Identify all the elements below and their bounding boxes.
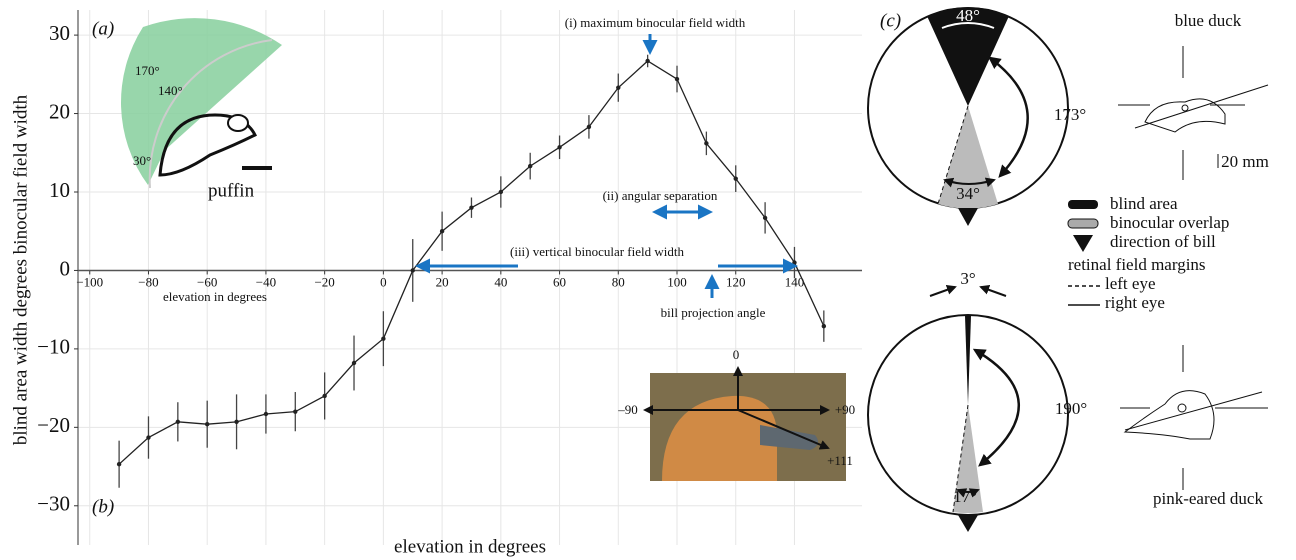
annotation: (iii) vertical binocular field width [510,244,684,259]
data-point [704,141,708,145]
figure: −30−20−100102030−100−80−60−40−2002040608… [0,0,1296,560]
panel-label: (c) [880,10,901,31]
species-label: pink-eared duck [1153,489,1263,508]
x-tick-label: 20 [436,274,449,289]
x-tick-label: −20 [314,274,334,289]
angle-arrow [981,287,1006,296]
y-tick-label: 20 [49,99,70,123]
angle-label: 48° [956,6,980,25]
data-point [792,260,796,264]
legend-label: binocular overlap [1110,213,1229,232]
data-point [763,216,767,220]
photo-label: +111 [827,453,853,468]
angle-label: 17° [953,487,977,506]
y-tick-label: −30 [37,492,70,516]
legend-label: retinal field margins [1068,255,1206,274]
x-axis-label: elevation in degrees [394,536,546,557]
x-tick-label: 0 [380,274,387,289]
legend-label: blind area [1110,194,1178,213]
x-tick-label: 60 [553,274,566,289]
legend-label: left eye [1105,274,1156,293]
x-tick-label: −80 [138,274,158,289]
photo-label: –90 [617,402,638,417]
annotation: (ii) angular separation [603,188,718,203]
x-axis-inner-label: elevation in degrees [163,289,267,304]
y-tick-label: 0 [60,256,71,280]
data-point [557,145,561,149]
angle-label: 3° [960,269,975,288]
legend-swatch [1068,219,1098,228]
x-tick-label: −100 [76,274,103,289]
panel-label: (b) [92,496,114,517]
data-point [293,409,297,413]
angle-label: 173° [1054,105,1086,124]
data-point [587,125,591,129]
data-point [176,420,180,424]
data-point [499,190,503,194]
y-tick-label: −20 [37,413,70,437]
data-point [205,422,209,426]
data-point [616,85,620,89]
pink-duck-sketch [1120,345,1268,490]
data-point [146,435,150,439]
y-tick-label: −10 [37,335,70,359]
annotation: (i) maximum binocular field width [565,15,746,30]
puffin-label: puffin [208,180,255,201]
legend-label: right eye [1105,293,1165,312]
annotation: bill projection angle [661,305,766,320]
data-point [322,394,326,398]
y-tick-label: 10 [49,178,70,202]
photo-label: 0 [733,347,740,362]
scale-label: 20 mm [1221,152,1269,171]
legend-swatch [1068,200,1098,209]
data-point [411,268,415,272]
data-point [440,229,444,233]
angle-label: 190° [1055,399,1087,418]
legend-label: direction of bill [1110,232,1216,251]
y-tick-label: 30 [49,21,70,45]
y-axis-label: blind area width degrees binocular field… [10,94,31,445]
data-point [675,77,679,81]
data-point [234,420,238,424]
data-point [734,176,738,180]
data-point [822,324,826,328]
data-point [381,336,385,340]
panel-label: (a) [92,18,114,39]
x-tick-label: 120 [726,274,746,289]
angle-arrow [930,287,955,296]
x-tick-label: 100 [667,274,687,289]
x-tick-label: −60 [197,274,217,289]
panel-c: (c) 48° 173° 34° blue duck 20 mm blind a… [868,6,1269,532]
legend-swatch [1073,235,1093,252]
angle-label: 170° [135,63,160,78]
photo-label: +90 [835,402,855,417]
angle-label: 34° [956,184,980,203]
angle-label: 30° [133,153,151,168]
data-point [117,462,121,466]
x-tick-label: −40 [256,274,276,289]
data-point [469,205,473,209]
species-label: blue duck [1175,11,1242,30]
puffin-eye [228,115,248,131]
bill-direction [958,208,978,226]
x-tick-label: 40 [494,274,507,289]
data-point [264,412,268,416]
data-point [528,164,532,168]
angle-label: 140° [158,83,183,98]
data-point [645,59,649,63]
data-point [352,361,356,365]
x-tick-label: 80 [612,274,625,289]
bill-direction [958,515,978,532]
